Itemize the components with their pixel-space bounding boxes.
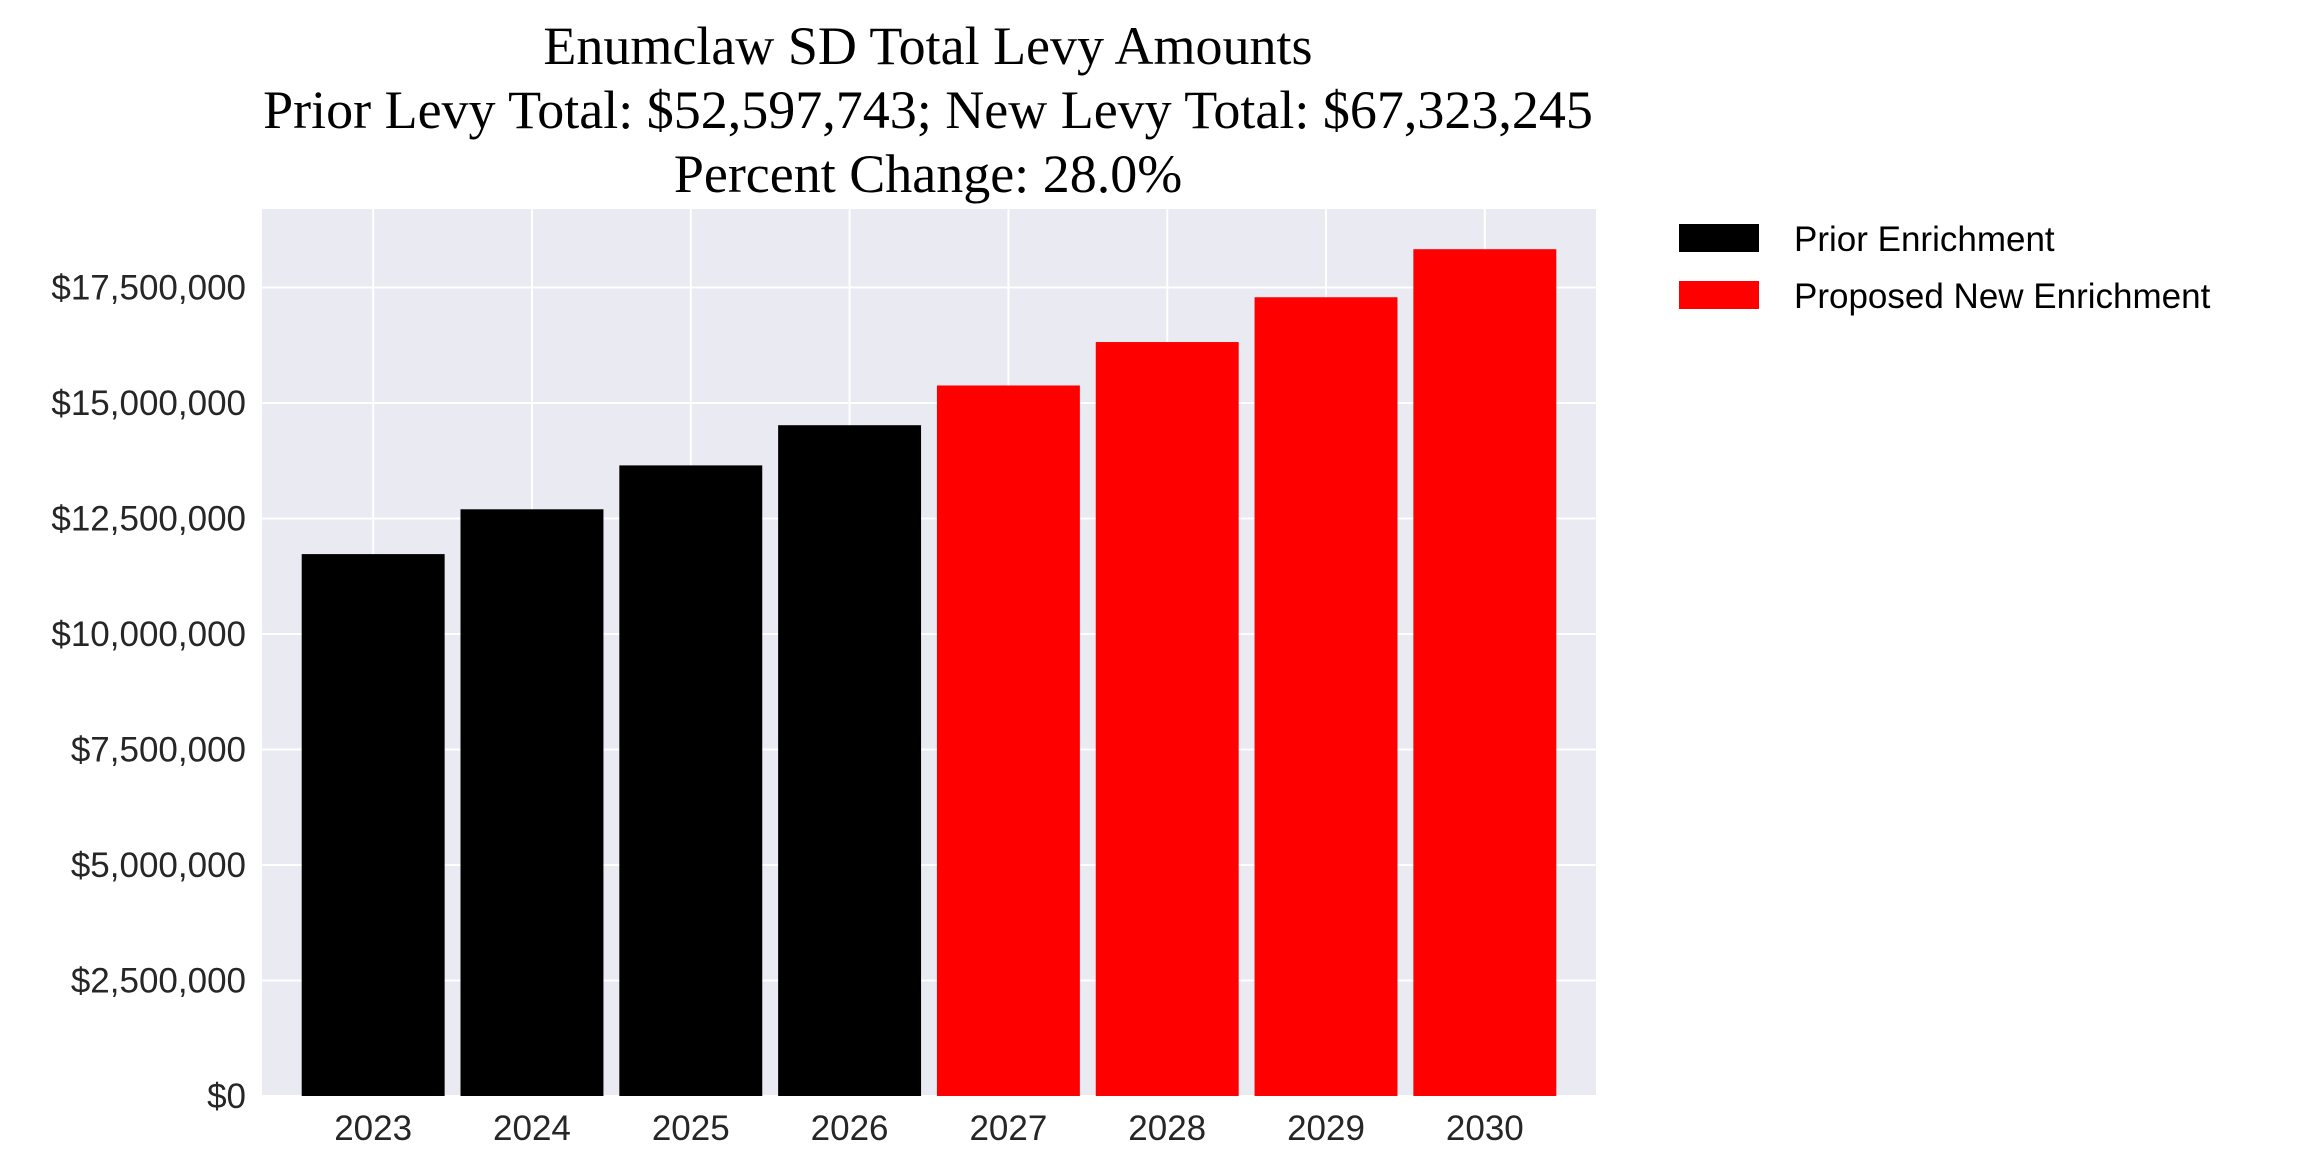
title-line-2: Prior Levy Total: $52,597,743; New Levy … [263,80,1593,140]
y-tick-label: $12,500,000 [51,500,246,539]
bar-2025 [619,465,763,1096]
legend-label-new: Proposed New Enrichment [1794,277,2211,316]
bar-2029 [1254,297,1398,1096]
x-tick-label: 2027 [969,1109,1047,1148]
bar-2030 [1413,249,1557,1096]
bar-2027 [936,385,1080,1096]
x-tick-label: 2028 [1128,1109,1206,1148]
y-tick-label: $2,500,000 [71,962,246,1001]
bar-2024 [460,509,604,1096]
title-line-1: Enumclaw SD Total Levy Amounts [543,16,1312,76]
title-line-3: Percent Change: 28.0% [674,144,1182,204]
y-tick-label: $10,000,000 [51,615,246,654]
bar-2026 [778,425,922,1096]
x-tick-label: 2024 [493,1109,571,1148]
bar-2023 [301,554,445,1096]
chart-title: Enumclaw SD Total Levy Amounts Prior Lev… [263,16,1593,204]
y-tick-label: $7,500,000 [71,731,246,770]
y-tick-label: $5,000,000 [71,846,246,885]
legend: Prior Enrichment Proposed New Enrichment [1679,220,2211,316]
x-tick-label: 2030 [1446,1109,1524,1148]
legend-swatch-prior [1679,224,1759,252]
bars [301,249,1557,1096]
x-tick-label: 2023 [334,1109,412,1148]
x-tick-label: 2029 [1287,1109,1365,1148]
y-tick-label: $0 [207,1077,246,1116]
legend-label-prior: Prior Enrichment [1794,220,2055,259]
x-tick-label: 2025 [652,1109,730,1148]
bar-2028 [1095,342,1239,1096]
x-tick-label: 2026 [811,1109,889,1148]
y-tick-label: $15,000,000 [51,384,246,423]
x-axis-ticks: 2023 2024 2025 2026 2027 2028 2029 2030 [334,1109,1524,1148]
y-axis-ticks: $0 $2,500,000 $5,000,000 $7,500,000 $10,000,… [51,269,246,1116]
y-tick-label: $17,500,000 [51,269,246,308]
legend-swatch-new [1679,281,1759,309]
